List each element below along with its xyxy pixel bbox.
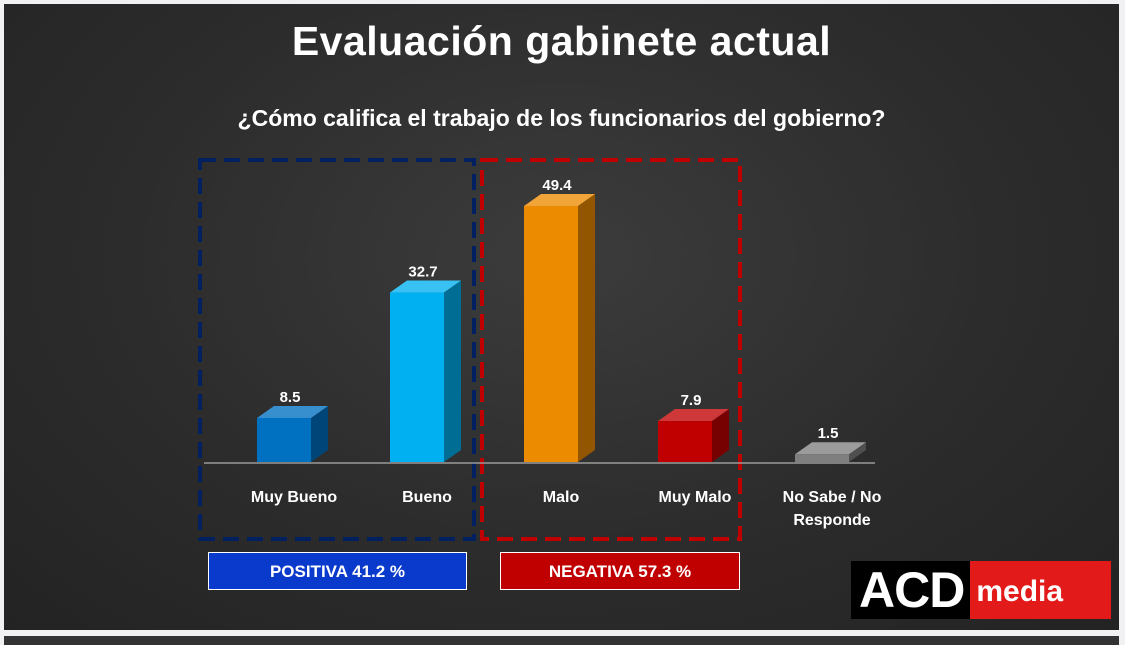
slide: Evaluación gabinete actual ¿Cómo calific… [4,4,1119,630]
bar-side-no-sabe-no-responde [849,442,866,462]
acd-media-logo: ACD media [851,561,1111,619]
bar-side-bueno [444,280,461,462]
positive-group-frame [198,158,476,541]
category-label-muy-malo: Muy Malo [659,489,732,506]
value-label-bueno: 32.7 [408,264,437,281]
value-label-malo: 49.4 [542,177,572,194]
value-label-muy-malo: 7.9 [681,392,702,409]
chart-subtitle: ¿Cómo califica el trabajo de los funcion… [237,105,886,131]
bar-top-bueno [390,280,461,293]
category-label-malo: Malo [543,489,580,506]
bar-side-malo [578,194,595,462]
category-label-no-sabe-no-responde-line1: No Sabe / No [783,489,882,506]
bar-malo [524,206,578,462]
category-label-bueno: Bueno [402,489,452,506]
positive-total-label: POSITIVA 41.2 % [208,552,467,590]
chart-title: Evaluación gabinete actual [291,18,832,64]
bar-side-muy-malo [712,409,729,462]
bar-muy-malo [658,421,712,462]
bar-top-muy-bueno [257,405,328,418]
bar-top-malo [524,194,595,206]
value-label-no-sabe-no-responde: 1.5 [818,425,839,442]
bar-chart: 8.5 Muy Bueno 32.7 Bueno 49.4 Malo 7.9 Muy Malo… [198,158,882,541]
logo-media-text: media [970,561,1111,619]
bar-top-no-sabe-no-responde [795,442,866,455]
bar-top-muy-malo [658,409,729,422]
bar-side-muy-bueno [311,405,328,462]
negative-total-label: NEGATIVA 57.3 % [500,552,740,590]
bar-bueno [390,292,444,462]
value-label-muy-bueno: 8.5 [280,389,301,406]
category-label-no-sabe-no-responde-line2: Responde [793,512,870,529]
logo-acd-text: ACD [851,561,971,619]
bottom-strip [4,636,1119,645]
category-label-muy-bueno: Muy Bueno [251,489,337,506]
bar-muy-bueno [257,417,311,462]
bar-no-sabe-no-responde [795,454,849,462]
negative-group-frame [480,158,742,541]
